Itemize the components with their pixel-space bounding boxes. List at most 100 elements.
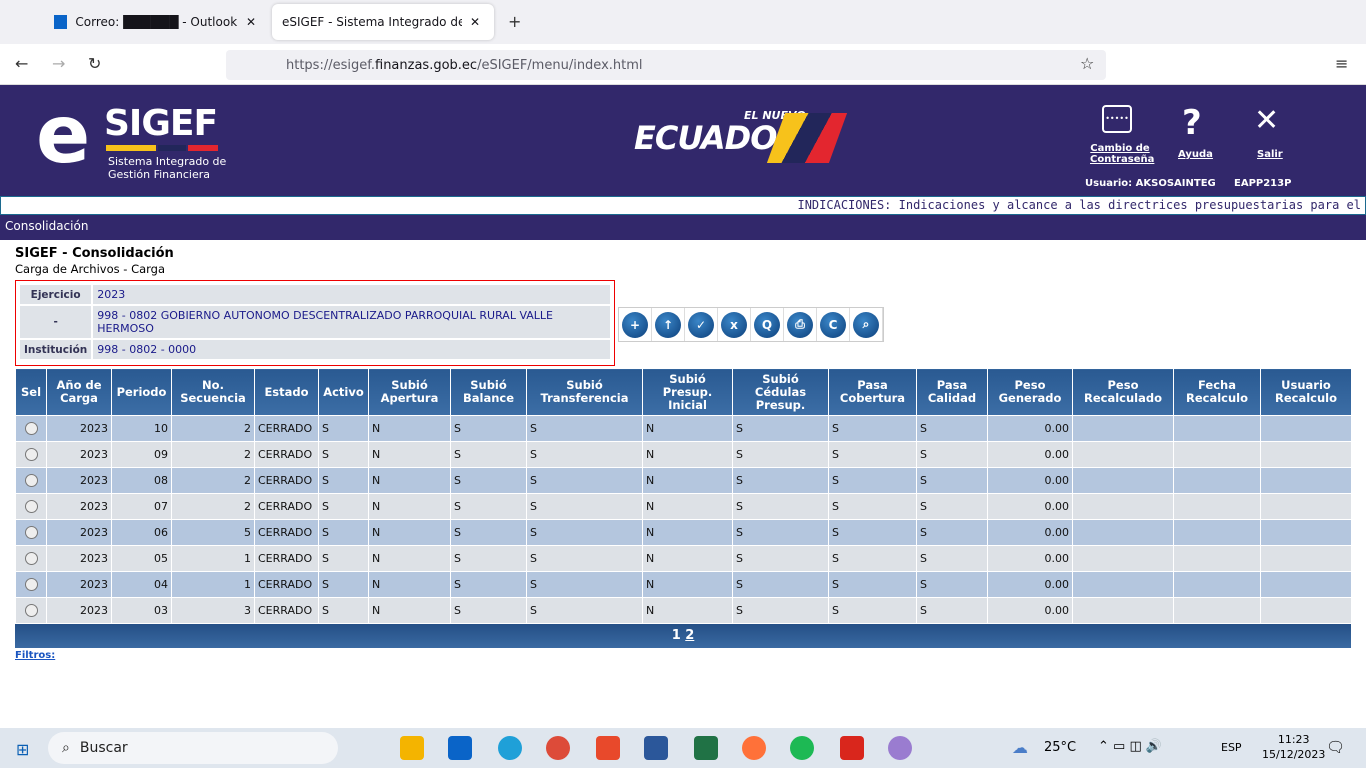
table-cell: S <box>318 519 369 546</box>
table-cell: S <box>526 545 643 572</box>
search-button[interactable]: ⌕ <box>850 308 883 341</box>
table-cell <box>1072 415 1174 442</box>
delete-button[interactable]: x <box>718 308 751 341</box>
row-radio[interactable] <box>24 448 38 461</box>
windows-start-icon[interactable]: ⊞ <box>16 740 30 759</box>
close-icon[interactable]: ✕ <box>245 15 256 29</box>
help-link[interactable]: Ayuda <box>1178 149 1213 160</box>
upload-button[interactable]: ↑ <box>652 308 685 341</box>
word-icon[interactable] <box>644 736 668 760</box>
column-header: Usuario Recalculo <box>1260 368 1352 416</box>
table-cell: CERRADO <box>254 597 319 624</box>
table-cell: S <box>916 415 988 442</box>
validate-icon: ✓ <box>688 311 714 338</box>
table-cell: 09 <box>111 441 172 468</box>
menu-icon[interactable]: ≡ <box>1335 54 1349 73</box>
table-row[interactable]: 2023 10 2 CERRADO S N S S N S S S 0.00 <box>15 415 1352 442</box>
table-cell: N <box>368 571 451 598</box>
edge-icon[interactable] <box>498 736 522 760</box>
table-row[interactable]: 2023 03 3 CERRADO S N S S N S S S 0.00 <box>15 597 1352 624</box>
mail-icon[interactable] <box>448 736 472 760</box>
row-radio[interactable] <box>24 500 38 513</box>
certify-button[interactable]: C <box>817 308 850 341</box>
clock[interactable]: 11:23 15/12/2023 <box>1262 733 1326 761</box>
validate-button[interactable]: ✓ <box>685 308 718 341</box>
table-cell: 06 <box>111 519 172 546</box>
page-2-link[interactable]: 2 <box>685 628 695 643</box>
help-icon[interactable]: ? <box>1182 103 1202 143</box>
table-cell: 0.00 <box>987 441 1073 468</box>
weather-temp[interactable]: 25°C <box>1044 740 1077 755</box>
table-cell: S <box>450 441 527 468</box>
announcement-ticker[interactable]: INDICACIONES: Indicaciones y alcance a l… <box>0 196 1366 215</box>
change-password-link[interactable]: Cambio de Contraseña <box>1090 143 1155 165</box>
back-icon[interactable]: ← <box>15 54 29 73</box>
table-cell: N <box>642 571 733 598</box>
breadcrumb[interactable]: Consolidación <box>5 219 89 233</box>
row-radio[interactable] <box>24 474 38 487</box>
table-cell: N <box>368 467 451 494</box>
file-explorer-icon[interactable] <box>400 736 424 760</box>
bookmark-star-icon[interactable]: ☆ <box>1080 54 1095 73</box>
table-cell <box>1260 467 1352 494</box>
row-radio[interactable] <box>24 578 38 591</box>
table-cell: N <box>642 493 733 520</box>
column-header: Sel <box>15 368 47 416</box>
preview-button[interactable]: Q <box>751 308 784 341</box>
ecuador-logo: EL NUEVO ECUADOR <box>634 109 848 163</box>
table-cell: CERRADO <box>254 441 319 468</box>
exit-icon[interactable]: ✕ <box>1254 103 1280 138</box>
table-cell: 10 <box>111 415 172 442</box>
language-indicator[interactable]: ESP <box>1221 741 1242 754</box>
table-cell <box>1173 597 1261 624</box>
print-icon: ⎙ <box>787 311 813 338</box>
table-row[interactable]: 2023 09 2 CERRADO S N S S N S S S 0.00 <box>15 441 1352 468</box>
select-cell <box>15 545 47 572</box>
tab-outlook[interactable]: Correo: ██████ - Outlook ✕ <box>44 4 266 40</box>
table-cell: 3 <box>171 597 255 624</box>
table-cell <box>1173 493 1261 520</box>
select-cell <box>15 493 47 520</box>
url-bar[interactable]: https://esigef. finanzas.gob.ec/eSIGEF/me… <box>226 50 1106 80</box>
row-radio[interactable] <box>24 526 38 539</box>
select-cell <box>15 415 47 442</box>
tab-esigef[interactable]: eSIGEF - Sistema Integrado de Gestión✕ <box>272 4 494 40</box>
chrome-icon[interactable] <box>546 736 570 760</box>
excel-icon[interactable] <box>694 736 718 760</box>
table-cell: 2023 <box>46 415 112 442</box>
row-radio[interactable] <box>24 552 38 565</box>
reload-icon[interactable]: ↻ <box>88 54 102 73</box>
table-cell: S <box>318 571 369 598</box>
firefox-icon[interactable] <box>742 736 766 760</box>
column-header: No. Secuencia <box>171 368 255 416</box>
table-cell: CERRADO <box>254 467 319 494</box>
table-row[interactable]: 2023 06 5 CERRADO S N S S N S S S 0.00 <box>15 519 1352 546</box>
tray-icons[interactable]: ⌃ ▭ ◫ 🔊 <box>1098 739 1163 754</box>
lock-icon[interactable]: ••••• <box>1102 105 1132 133</box>
app-icon[interactable] <box>596 736 620 760</box>
filters-link[interactable]: Filtros: <box>15 650 56 661</box>
taskbar-search[interactable]: ⌕ Buscar <box>48 732 338 764</box>
acrobat-icon[interactable] <box>840 736 864 760</box>
table-row[interactable]: 2023 05 1 CERRADO S N S S N S S S 0.00 <box>15 545 1352 572</box>
notifications-icon[interactable]: 🗨 <box>1326 738 1346 756</box>
row-radio[interactable] <box>24 604 38 617</box>
table-row[interactable]: 2023 07 2 CERRADO S N S S N S S S 0.00 <box>15 493 1352 520</box>
table-cell <box>1173 545 1261 572</box>
table-cell: CERRADO <box>254 519 319 546</box>
paint-icon[interactable] <box>888 736 912 760</box>
row-radio[interactable] <box>24 422 38 435</box>
ejercicio-label: Ejercicio <box>20 285 92 304</box>
table-cell: S <box>318 545 369 572</box>
table-cell: S <box>732 493 829 520</box>
new-file-button[interactable]: + <box>619 308 652 341</box>
forward-icon[interactable]: → <box>52 54 66 73</box>
print-button[interactable]: ⎙ <box>784 308 817 341</box>
column-header: Año de Carga <box>46 368 112 416</box>
exit-link[interactable]: Salir <box>1257 149 1283 160</box>
table-row[interactable]: 2023 08 2 CERRADO S N S S N S S S 0.00 <box>15 467 1352 494</box>
new-tab-icon[interactable]: + <box>508 12 522 31</box>
close-icon[interactable]: ✕ <box>470 15 481 29</box>
spotify-icon[interactable] <box>790 736 814 760</box>
table-row[interactable]: 2023 04 1 CERRADO S N S S N S S S 0.00 <box>15 571 1352 598</box>
